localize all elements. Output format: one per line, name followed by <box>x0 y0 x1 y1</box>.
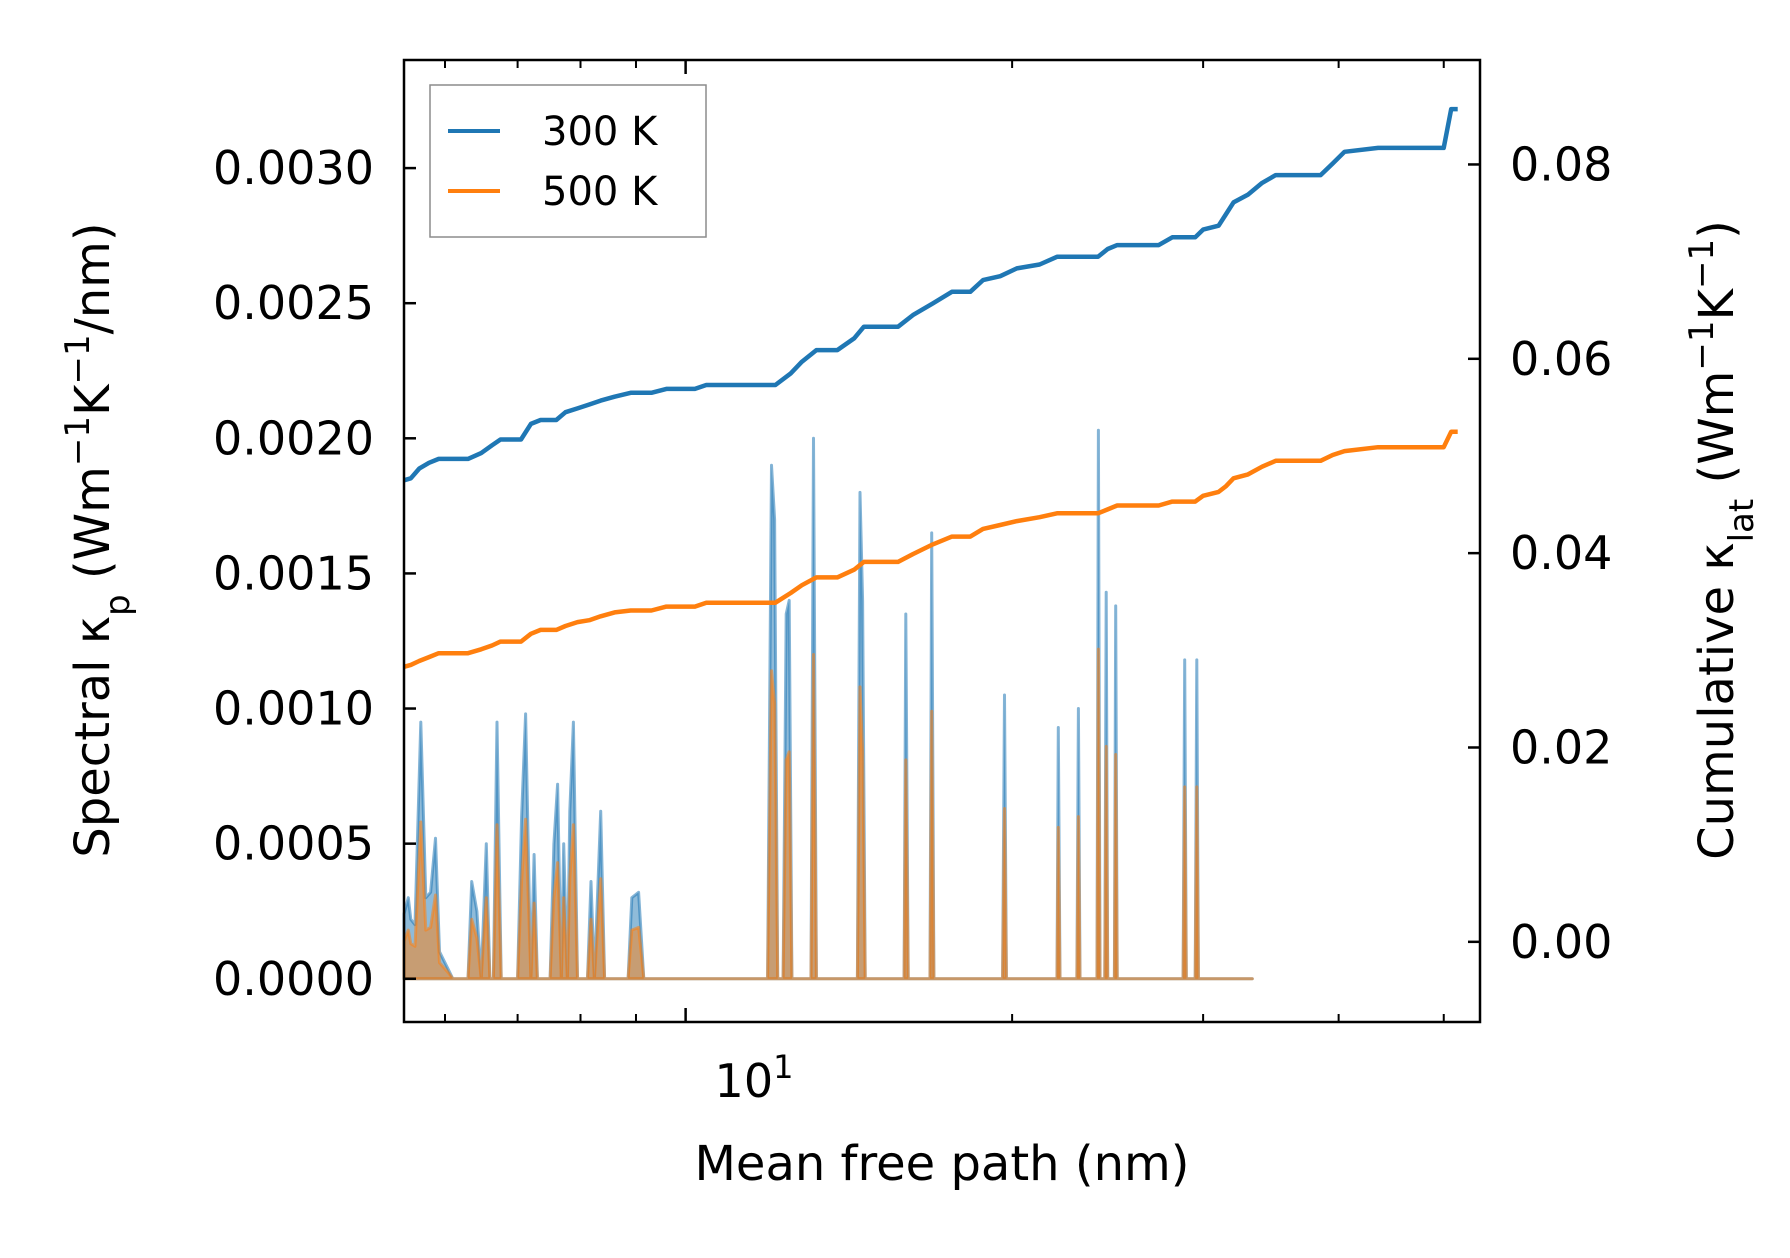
right-tick-label: 0.02 <box>1510 720 1612 774</box>
x-tick-label-10: 101 <box>715 1048 794 1108</box>
right-tick-label: 0.00 <box>1510 915 1612 969</box>
spectral-fills <box>402 428 1254 981</box>
legend: 300 K 500 K <box>429 84 707 238</box>
right-tick-label: 0.04 <box>1510 526 1612 580</box>
right-tick-label: 0.08 <box>1510 137 1612 191</box>
left-tick-label: 0.0020 <box>213 411 374 465</box>
left-tick-label: 0.0015 <box>213 546 374 600</box>
cumulative-line-500k <box>403 429 1458 669</box>
left-tick-label: 0.0005 <box>213 817 374 871</box>
x-axis-title: Mean free path (nm) <box>695 1136 1190 1192</box>
right-tick-labels: 0.00 0.02 0.04 0.06 0.08 <box>1510 137 1612 968</box>
spectral-area-500k <box>402 647 1254 981</box>
right-axis-title: Cumulative κlat (Wm−1K−1) <box>1682 220 1762 860</box>
left-tick-label: 0.0025 <box>213 276 374 330</box>
left-tick-label: 0.0030 <box>213 141 374 195</box>
plot-frame <box>402 58 1482 1024</box>
axis-ticks <box>404 60 1480 1022</box>
left-tick-label: 0.0010 <box>213 682 374 736</box>
left-tick-labels: 0.0000 0.0005 0.0010 0.0015 0.0020 0.0025 0.00… <box>213 141 374 1006</box>
cumulative-lines <box>403 106 1458 669</box>
left-axis-title: Spectral κp (Wm−1K−1/nm) <box>58 222 138 857</box>
cumulative-line-300k <box>403 106 1458 483</box>
legend-label-500k: 500 K <box>542 169 659 215</box>
right-tick-label: 0.06 <box>1510 332 1612 386</box>
legend-box <box>429 84 707 238</box>
legend-label-300k: 300 K <box>542 109 659 155</box>
left-tick-label: 0.0000 <box>213 952 374 1006</box>
